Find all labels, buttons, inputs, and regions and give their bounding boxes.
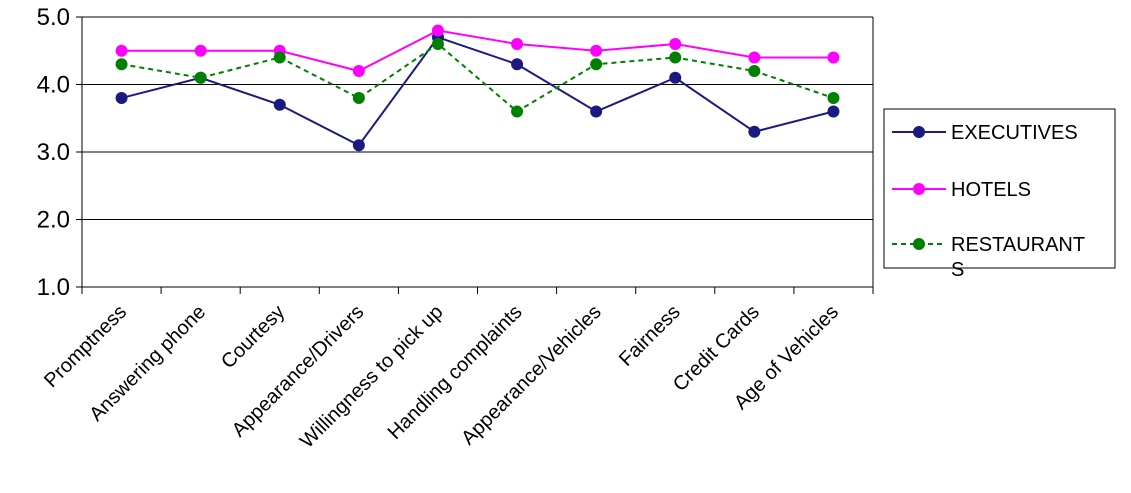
x-tick-label: Courtesy bbox=[217, 301, 289, 373]
y-tick-label: 2.0 bbox=[37, 207, 70, 234]
data-point-executives bbox=[669, 71, 682, 84]
legend-marker-restaurants bbox=[913, 238, 925, 250]
y-tick-label: 3.0 bbox=[37, 139, 70, 166]
gridlines bbox=[82, 16, 873, 220]
data-point-executives bbox=[827, 105, 840, 118]
data-point-hotels bbox=[352, 65, 365, 77]
data-point-executives bbox=[273, 98, 286, 111]
legend: EXECUTIVES HOTELS RESTAURANT S bbox=[883, 108, 1116, 281]
data-point-hotels bbox=[669, 38, 682, 50]
x-tick-label: Appearance/Drivers bbox=[228, 301, 369, 442]
data-point-restaurants bbox=[273, 51, 286, 64]
x-tick-label: Willingness to pick up bbox=[296, 301, 448, 453]
data-point-hotels bbox=[748, 51, 761, 64]
data-point-hotels bbox=[590, 44, 603, 57]
legend-label-restaurants: S bbox=[951, 259, 964, 281]
data-point-hotels bbox=[194, 44, 207, 57]
series-group bbox=[115, 24, 840, 152]
data-point-executives bbox=[511, 58, 524, 71]
data-point-executives bbox=[590, 105, 603, 118]
series-line-hotels bbox=[121, 29, 834, 73]
data-point-executives bbox=[352, 139, 365, 152]
data-point-restaurants bbox=[352, 92, 365, 104]
data-point-restaurants bbox=[431, 38, 444, 50]
data-point-hotels bbox=[115, 44, 128, 57]
y-axis-ticks: 1.0 2.0 3.0 4.0 5.0 bbox=[37, 4, 82, 301]
data-point-restaurants bbox=[669, 51, 682, 64]
data-point-hotels bbox=[827, 51, 840, 64]
x-tick-label: Fairness bbox=[615, 301, 685, 371]
y-tick-label: 5.0 bbox=[37, 4, 70, 31]
data-point-restaurants bbox=[827, 92, 840, 104]
legend-label-restaurants: RESTAURANT bbox=[951, 234, 1085, 256]
legend-label-hotels: HOTELS bbox=[951, 179, 1031, 201]
legend-label-executives: EXECUTIVES bbox=[951, 122, 1078, 144]
data-point-hotels bbox=[511, 38, 524, 50]
x-tick-label: Appearance/Vehicles bbox=[457, 301, 605, 449]
data-point-hotels bbox=[431, 24, 444, 37]
y-tick-label: 4.0 bbox=[37, 72, 70, 99]
data-point-executives bbox=[115, 92, 128, 104]
legend-marker-hotels bbox=[913, 183, 925, 195]
legend-marker-executives bbox=[913, 126, 925, 138]
series-line-executives bbox=[121, 36, 834, 147]
data-point-restaurants bbox=[115, 58, 128, 71]
data-point-restaurants bbox=[194, 71, 207, 84]
data-point-restaurants bbox=[511, 105, 524, 118]
y-tick-label: 1.0 bbox=[37, 274, 70, 301]
data-point-executives bbox=[748, 125, 761, 138]
x-tick-label: Handling complaints bbox=[384, 301, 527, 444]
data-point-restaurants bbox=[590, 58, 603, 71]
data-point-restaurants bbox=[748, 65, 761, 77]
series-line-restaurants bbox=[121, 42, 834, 113]
